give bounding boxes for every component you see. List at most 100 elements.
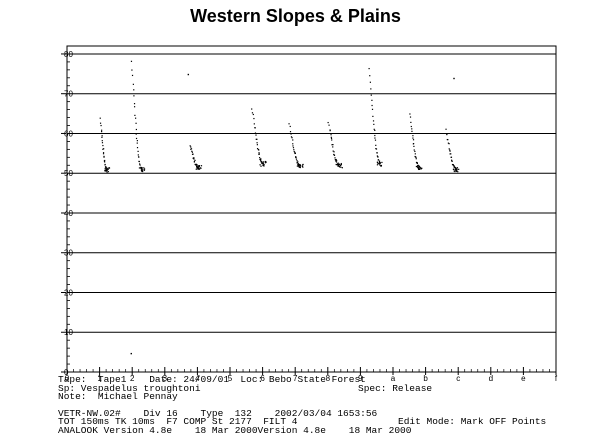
call-point-5 [337, 163, 339, 165]
call-point-8 [458, 168, 460, 170]
call-point-4 [292, 147, 295, 149]
call-point-0 [101, 140, 103, 142]
call-point-4 [295, 156, 297, 158]
isolated-point-1 [130, 352, 132, 355]
y-tick-label-10: 10 [64, 328, 73, 337]
call-point-0 [102, 153, 105, 155]
call-point-2 [200, 167, 202, 169]
isolated-point-2 [453, 77, 455, 80]
y-tick-label-70: 70 [64, 90, 73, 99]
call-point-3 [264, 162, 267, 164]
call-point-5 [334, 157, 336, 159]
call-point-0 [102, 152, 105, 154]
call-point-6 [372, 120, 375, 122]
call-point-6 [376, 155, 378, 157]
call-point-4 [296, 165, 298, 167]
call-point-7 [411, 130, 413, 132]
call-point-5 [329, 129, 331, 131]
call-point-6 [381, 161, 383, 164]
call-point-3 [263, 161, 265, 163]
call-point-1 [133, 89, 135, 91]
call-point-8 [450, 156, 453, 158]
call-point-8 [449, 150, 451, 152]
call-point-0 [107, 168, 109, 170]
call-point-5 [330, 134, 332, 136]
call-point-0 [104, 161, 106, 163]
call-point-7 [415, 158, 417, 160]
call-point-1 [138, 156, 140, 158]
call-point-6 [376, 161, 379, 163]
call-point-0 [101, 136, 103, 138]
call-point-5 [332, 144, 334, 146]
call-point-4 [298, 163, 300, 166]
call-point-6 [371, 108, 374, 110]
call-point-1 [138, 160, 140, 163]
call-point-1 [132, 83, 134, 85]
call-point-2 [196, 164, 198, 166]
call-point-7 [413, 142, 415, 145]
call-point-7 [413, 145, 415, 148]
plot-area [66, 45, 557, 373]
footer-spec: Spec: Release [358, 382, 433, 394]
call-point-3 [259, 164, 261, 166]
call-point-4 [299, 164, 302, 167]
call-point-4 [290, 133, 292, 135]
call-point-6 [374, 134, 376, 137]
y-tick-label-40: 40 [64, 209, 73, 218]
call-point-6 [373, 123, 375, 125]
analook-footer: Tape: Tape1 Date: 24/09/01 Loc: Bebo Sta… [58, 375, 588, 436]
call-point-1 [133, 95, 135, 97]
call-point-6 [370, 88, 372, 90]
call-point-6 [379, 162, 381, 164]
call-point-2 [193, 157, 195, 159]
call-point-4 [302, 164, 304, 166]
call-point-2 [190, 148, 193, 150]
call-point-2 [198, 168, 200, 170]
call-point-1 [130, 60, 133, 62]
call-point-1 [135, 133, 137, 135]
call-point-3 [263, 163, 265, 166]
call-point-6 [375, 148, 377, 150]
call-point-5 [330, 137, 333, 139]
call-point-2 [197, 168, 199, 170]
x-tick-label-3: 3 [163, 374, 168, 383]
call-point-0 [103, 156, 105, 158]
call-point-3 [260, 159, 262, 162]
call-point-5 [339, 164, 341, 167]
call-point-3 [259, 158, 261, 161]
call-point-2 [195, 163, 197, 165]
call-point-3 [263, 165, 265, 167]
call-point-6 [376, 152, 378, 154]
call-point-4 [292, 145, 294, 147]
call-point-5 [337, 165, 339, 167]
call-point-7 [416, 162, 418, 164]
call-point-6 [377, 159, 379, 161]
call-point-3 [262, 162, 264, 164]
call-point-7 [412, 135, 414, 137]
call-point-4 [289, 125, 291, 128]
call-point-4 [289, 131, 292, 133]
call-point-1 [133, 106, 136, 108]
call-point-3 [260, 158, 262, 160]
call-point-1 [139, 164, 141, 166]
call-point-5 [328, 124, 330, 126]
call-point-5 [333, 153, 335, 156]
call-point-3 [256, 138, 258, 140]
footer-version-line: ANALOOK Version 4.8e 18 Mar 2000Version … [58, 424, 412, 436]
x-tick-label-a: a [391, 374, 396, 383]
call-point-1 [143, 168, 146, 170]
call-point-1 [142, 169, 144, 171]
call-point-2 [197, 165, 199, 167]
call-point-6 [378, 161, 381, 163]
call-point-6 [374, 129, 376, 132]
call-point-8 [456, 167, 459, 169]
call-point-3 [258, 153, 260, 155]
call-point-7 [419, 168, 421, 170]
y-tick-label-60: 60 [64, 129, 73, 138]
call-point-3 [258, 152, 260, 154]
call-point-6 [375, 144, 377, 146]
call-point-7 [414, 153, 416, 155]
call-point-5 [333, 154, 336, 156]
y-tick-label-30: 30 [64, 249, 73, 258]
y-tick-label-50: 50 [64, 169, 73, 178]
